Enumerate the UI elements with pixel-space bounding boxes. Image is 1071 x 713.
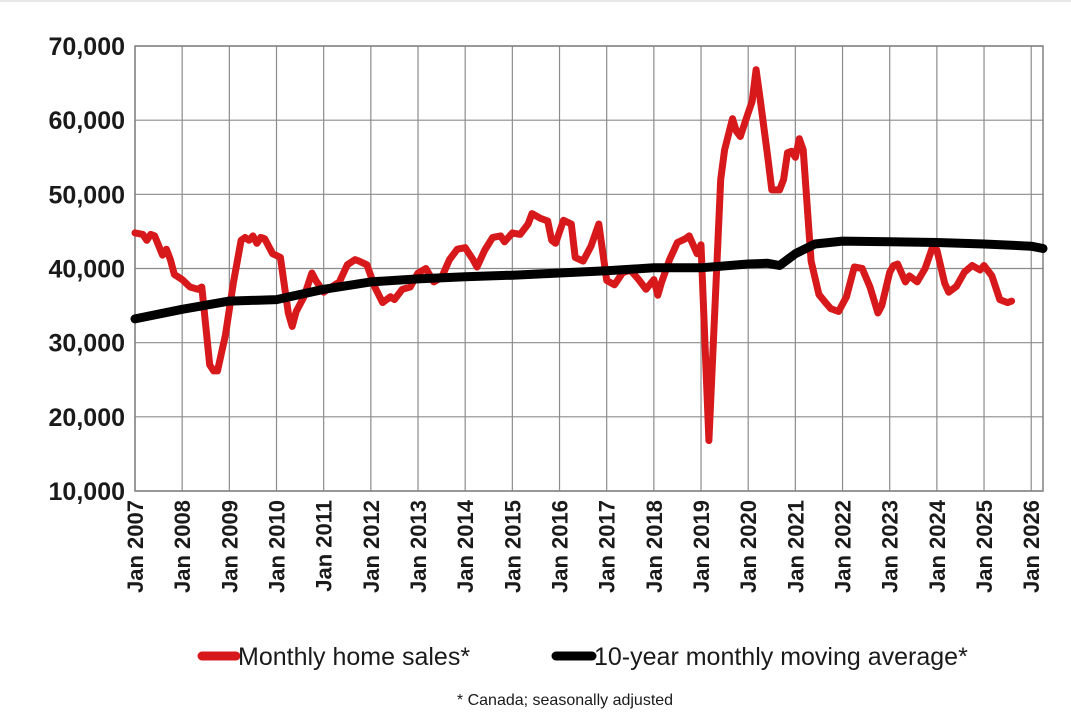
y-tick-label: 20,000 (49, 404, 125, 432)
series-lines (130, 66, 1048, 445)
x-tick-label: Jan 2021 (783, 500, 808, 593)
x-tick-label: Jan 2019 (689, 500, 714, 593)
x-tick-label: Jan 2013 (406, 500, 431, 593)
x-tick-label: Jan 2017 (595, 500, 620, 593)
x-tick-label: Jan 2018 (642, 500, 667, 593)
x-tick-label: Jan 2010 (265, 500, 290, 593)
x-tick-label: Jan 2011 (312, 500, 337, 592)
y-axis-tick-labels: 10,000 20,000 30,000 40,000 50,000 60,000 70,0… (49, 33, 125, 506)
x-tick-label: Jan 2015 (500, 500, 525, 593)
y-tick-label: 10,000 (49, 478, 125, 506)
x-tick-label: Jan 2012 (359, 500, 384, 593)
y-tick-label: 50,000 (49, 181, 125, 209)
y-tick-label: 40,000 (49, 256, 125, 284)
x-tick-label: Jan 2016 (548, 500, 573, 593)
x-tick-label: Jan 2009 (217, 500, 242, 593)
legend: Monthly home sales* 10-year monthly movi… (197, 643, 968, 671)
y-tick-label: 70,000 (49, 33, 125, 61)
x-tick-label: Jan 2025 (972, 500, 997, 593)
x-tick-label: Jan 2023 (878, 500, 903, 593)
x-tick-label: Jan 2007 (123, 500, 148, 593)
series-line-1 (130, 236, 1048, 324)
plot-area-frame (134, 45, 1044, 492)
legend-label-moving-average: 10-year monthly moving average* (594, 643, 968, 671)
x-tick-label: Jan 2014 (453, 499, 478, 593)
legend-label-monthly-home-sales: Monthly home sales* (238, 643, 470, 671)
footnote: * Canada; seasonally adjusted (457, 692, 673, 709)
series-line-0 (131, 66, 1016, 445)
x-tick-label: Jan 2026 (1019, 500, 1044, 593)
x-tick-label: Jan 2024 (925, 499, 950, 593)
x-tick-label: Jan 2020 (736, 500, 761, 593)
x-axis-tick-labels: Jan 2007 Jan 2008 Jan 2009 Jan 2010 Jan 2011… (123, 499, 1044, 593)
y-tick-label: 30,000 (49, 330, 125, 358)
x-tick-label: Jan 2022 (831, 500, 856, 593)
x-tick-label: Jan 2008 (170, 500, 195, 593)
y-tick-label: 60,000 (49, 107, 125, 135)
